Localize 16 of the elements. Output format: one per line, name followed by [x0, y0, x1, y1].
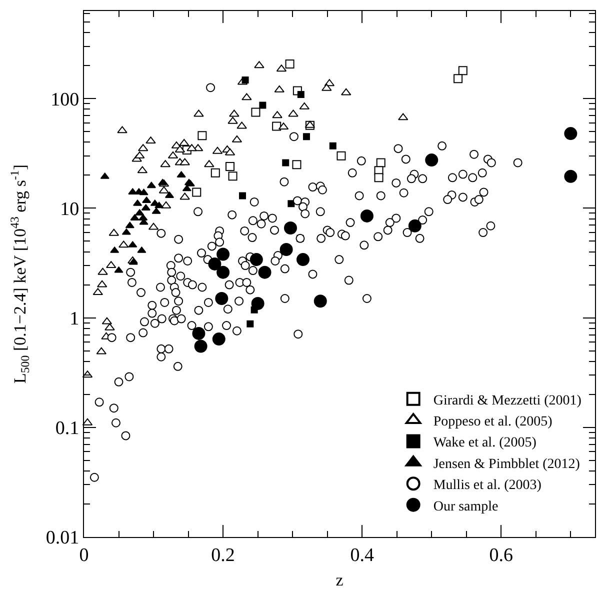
x-tick-label: 0.6: [489, 544, 514, 566]
legend-label: Girardi & Mezzetti (2001): [433, 393, 582, 408]
y-tick-label: 1: [70, 308, 80, 330]
legend-label: Wake et al. (2005): [433, 436, 537, 451]
y-tick-label: 10: [60, 198, 80, 220]
legend-label: Our sample: [433, 499, 498, 514]
x-tick-label: 0: [79, 544, 89, 566]
y-tick-label: 100: [50, 89, 80, 110]
legend-label: Mullis et al. (2003): [433, 478, 542, 494]
x-axis-title: z: [336, 570, 344, 590]
legend-label: Poppeso et al. (2005): [433, 414, 553, 430]
x-tick-label: 0.4: [350, 544, 374, 566]
y-tick-label: 0.1: [55, 418, 80, 440]
y-tick-label: 0.01: [46, 528, 80, 549]
legend-label: Jensen & Pimbblet (2012): [433, 456, 580, 472]
x-tick-label: 0.2: [211, 544, 235, 566]
